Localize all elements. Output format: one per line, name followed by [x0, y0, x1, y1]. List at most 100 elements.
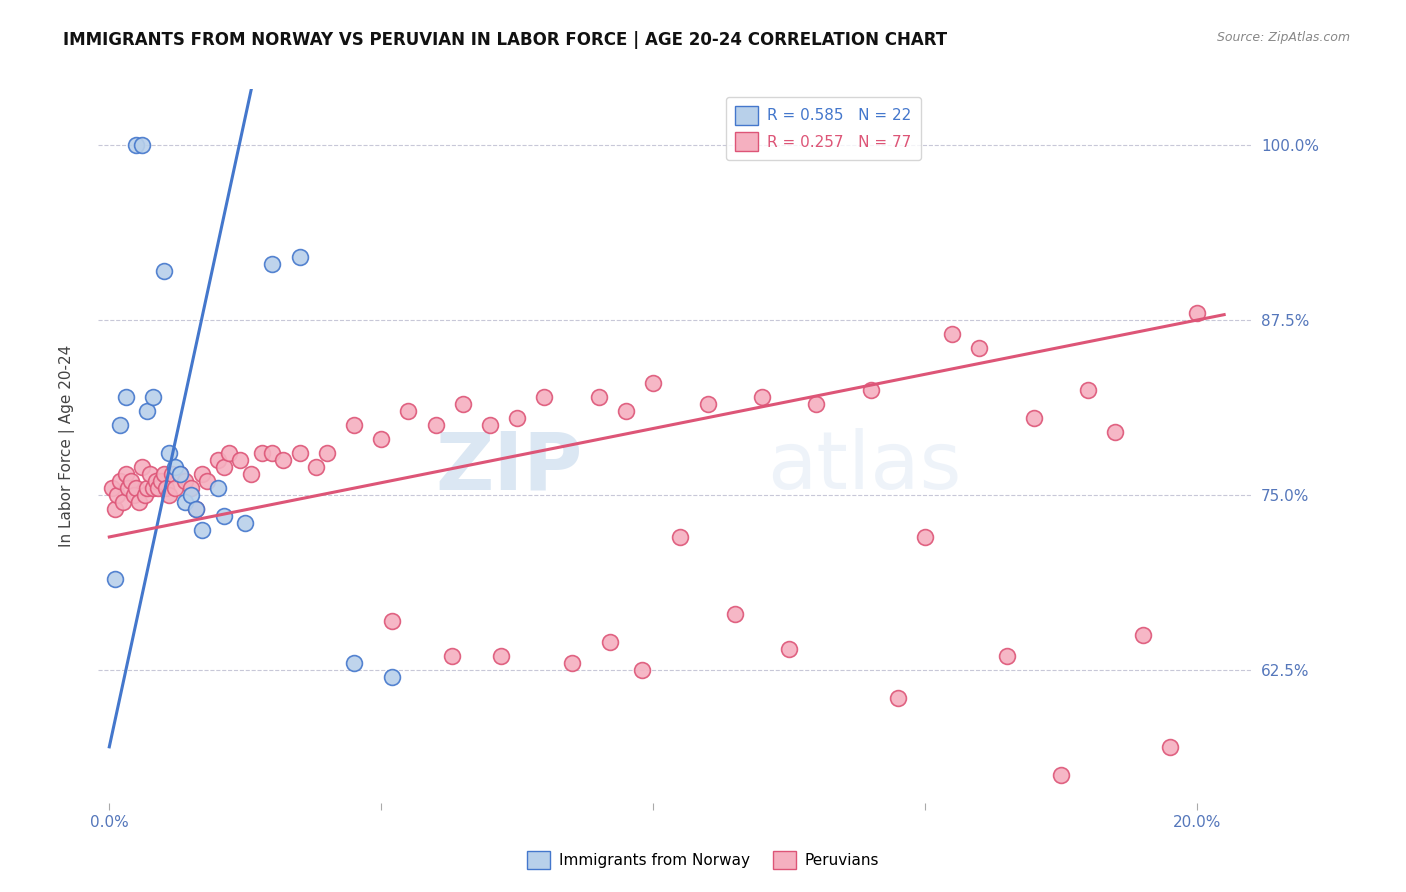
Point	[104, 502, 127, 516]
Point	[155, 481, 177, 495]
Point	[149, 474, 172, 488]
Point	[145, 474, 167, 488]
Point	[142, 481, 165, 495]
Point	[533, 390, 555, 404]
Point	[180, 481, 202, 495]
Point	[125, 138, 148, 153]
Point	[104, 572, 127, 586]
Point	[1022, 411, 1045, 425]
Point	[190, 467, 212, 481]
Point	[859, 383, 882, 397]
Point	[643, 376, 665, 390]
Point	[125, 481, 148, 495]
Point	[669, 530, 692, 544]
Point	[1077, 383, 1099, 397]
Point	[381, 670, 404, 684]
Point	[152, 467, 174, 481]
Point	[142, 390, 165, 404]
Point	[195, 474, 218, 488]
Point	[370, 432, 392, 446]
Legend: Immigrants from Norway, Peruvians: Immigrants from Norway, Peruvians	[520, 845, 886, 875]
Point	[343, 656, 366, 670]
Point	[396, 404, 419, 418]
Point	[1104, 425, 1126, 439]
Point	[131, 460, 153, 475]
Point	[111, 495, 134, 509]
Text: ZIP: ZIP	[436, 428, 582, 507]
Y-axis label: In Labor Force | Age 20-24: In Labor Force | Age 20-24	[59, 345, 75, 547]
Point	[148, 481, 170, 495]
Point	[914, 530, 936, 544]
Point	[186, 502, 208, 516]
Point	[315, 446, 337, 460]
Point	[207, 481, 229, 495]
Point	[212, 508, 235, 523]
Point	[131, 138, 153, 153]
Point	[250, 446, 273, 460]
Point	[114, 467, 136, 481]
Point	[134, 488, 156, 502]
Point	[152, 264, 174, 278]
Point	[631, 663, 654, 677]
Point	[190, 523, 212, 537]
Point	[478, 417, 501, 432]
Point	[233, 516, 256, 530]
Point	[157, 488, 180, 502]
Point	[117, 481, 139, 495]
Point	[561, 656, 583, 670]
Point	[995, 648, 1018, 663]
Point	[262, 257, 284, 271]
Point	[451, 397, 474, 411]
Point	[212, 460, 235, 475]
Point	[174, 495, 197, 509]
Point	[489, 648, 512, 663]
Text: atlas: atlas	[768, 428, 962, 507]
Point	[588, 390, 610, 404]
Point	[273, 453, 295, 467]
Point	[136, 404, 159, 418]
Point	[160, 467, 183, 481]
Point	[305, 460, 328, 475]
Point	[163, 460, 186, 475]
Point	[229, 453, 252, 467]
Point	[941, 327, 963, 342]
Point	[1185, 306, 1208, 320]
Point	[1132, 628, 1154, 642]
Point	[343, 417, 366, 432]
Point	[288, 446, 311, 460]
Point	[128, 495, 150, 509]
Point	[778, 641, 800, 656]
Point	[180, 488, 202, 502]
Point	[969, 341, 991, 355]
Point	[169, 467, 191, 481]
Point	[157, 446, 180, 460]
Point	[120, 474, 142, 488]
Point	[108, 417, 131, 432]
Point	[169, 467, 191, 481]
Point	[806, 397, 828, 411]
Point	[114, 390, 136, 404]
Point	[1050, 768, 1073, 782]
Point	[425, 417, 447, 432]
Point	[751, 390, 773, 404]
Point	[599, 635, 621, 649]
Point	[614, 404, 637, 418]
Point	[262, 446, 284, 460]
Point	[186, 502, 208, 516]
Point	[108, 474, 131, 488]
Point	[239, 467, 262, 481]
Point	[724, 607, 747, 621]
Point	[288, 250, 311, 264]
Legend: R = 0.585   N = 22, R = 0.257   N = 77: R = 0.585 N = 22, R = 0.257 N = 77	[727, 97, 921, 160]
Text: IMMIGRANTS FROM NORWAY VS PERUVIAN IN LABOR FORCE | AGE 20-24 CORRELATION CHART: IMMIGRANTS FROM NORWAY VS PERUVIAN IN LA…	[63, 31, 948, 49]
Point	[139, 467, 162, 481]
Point	[136, 481, 159, 495]
Point	[122, 488, 145, 502]
Point	[440, 648, 463, 663]
Point	[163, 481, 186, 495]
Point	[174, 474, 197, 488]
Text: Source: ZipAtlas.com: Source: ZipAtlas.com	[1216, 31, 1350, 45]
Point	[107, 488, 129, 502]
Point	[218, 446, 240, 460]
Point	[506, 411, 529, 425]
